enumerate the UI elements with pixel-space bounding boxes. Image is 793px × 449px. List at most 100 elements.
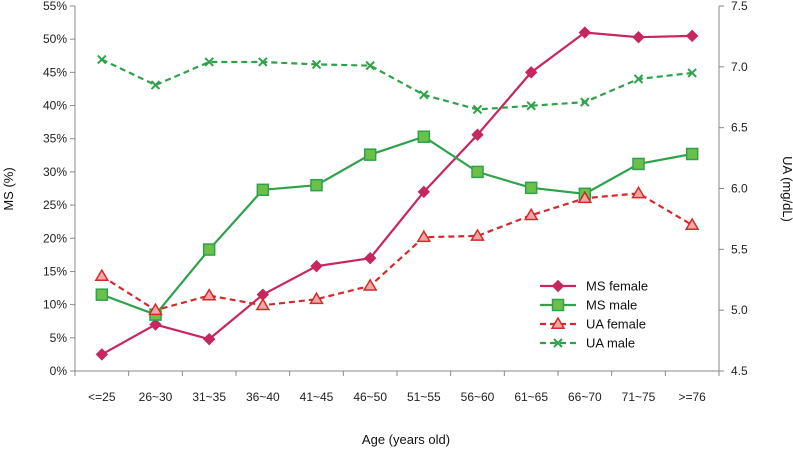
y-left-tick-label: 10% (43, 298, 67, 312)
x-tick-label: 66~70 (568, 390, 602, 404)
y-left-tick-label: 50% (43, 32, 67, 46)
data-point-ms-male (202, 243, 216, 256)
data-point-ms-male (524, 181, 538, 195)
data-point-ua-female (309, 291, 324, 305)
x-tick-label: 31~35 (192, 390, 226, 404)
y-right-tick-label: 6.0 (731, 182, 748, 196)
x-tick-label: 56~60 (461, 390, 495, 404)
y-left-tick-label: 40% (43, 99, 67, 113)
data-point-ms-female (578, 26, 592, 39)
axes: 0% 5% 10% 15% 20% 25% 30% 35% 40% 45% 50% 55% 4.5 5.0… (43, 0, 748, 404)
data-point-ms-female (363, 251, 377, 265)
data-point-ua-male (580, 97, 590, 107)
data-point-ms-male (632, 157, 645, 171)
data-point-ua-female (523, 207, 539, 221)
data-point-ms-female (685, 29, 699, 43)
y-left-tick-label: 20% (43, 231, 67, 245)
data-point-ms-male (363, 148, 377, 161)
data-point-ua-male (687, 68, 697, 78)
y-right-tick-label: 7.5 (731, 0, 748, 13)
legend-label-ua-female: UA female (586, 317, 646, 332)
data-point-ua-female (255, 297, 271, 311)
series-ua-female (94, 185, 700, 316)
x-tick-label: 41~45 (300, 390, 334, 404)
y-axis-right-title: UA (mg/dL) (780, 156, 793, 222)
data-point-ua-female (416, 229, 432, 243)
data-point-ms-male (417, 130, 431, 143)
data-point-ua-male (365, 60, 375, 71)
data-point-ms-female (471, 128, 484, 141)
series-line-ms-male (101, 135, 693, 316)
series-ua-male (97, 54, 697, 115)
x-tick-label: >=76 (678, 390, 706, 404)
data-point-ms-female (149, 318, 162, 331)
y-left-tick-label: 5% (50, 331, 68, 345)
series-line-ua-female (101, 192, 693, 312)
x-tick-label: 51~55 (407, 390, 441, 404)
legend-label-ms-male: MS male (586, 298, 637, 313)
y-left-tick-label: 15% (43, 264, 67, 278)
data-point-ua-male (150, 80, 161, 90)
legend-item-ua-male: UA male (540, 336, 635, 351)
y-right-tick-label: 7.0 (731, 60, 748, 74)
data-point-ua-male (472, 104, 483, 115)
data-point-ua-female (631, 185, 646, 199)
data-point-ms-male (471, 165, 484, 179)
data-point-ms-female (202, 332, 216, 346)
y-right-tick-label: 5.0 (731, 303, 748, 317)
y-left-tick-label: 30% (43, 165, 67, 179)
legend: MS female MS male UA female UA male (540, 279, 648, 351)
data-point-ua-female (362, 278, 378, 291)
legend-marker-ua-female (550, 316, 566, 329)
y-left-tick-label: 35% (43, 132, 67, 146)
data-point-ms-female (95, 348, 109, 361)
x-tick-label: 71~75 (622, 390, 656, 404)
data-point-ua-female (684, 217, 700, 230)
data-point-ms-female (310, 259, 323, 273)
legend-marker-ms-female (551, 279, 565, 293)
legend-marker-ms-male (551, 298, 565, 312)
legend-item-ua-female: UA female (540, 317, 646, 332)
data-point-ua-male (633, 74, 644, 84)
series-line-ua-male (101, 58, 693, 111)
y-left-tick-label: 55% (43, 0, 67, 13)
x-tick-label: 46~50 (353, 390, 387, 404)
legend-item-ms-female: MS female (540, 279, 648, 294)
data-point-ua-female (470, 228, 485, 241)
data-point-ua-male (258, 57, 268, 67)
x-tick-label: <=25 (88, 390, 116, 404)
data-point-ua-female (148, 302, 163, 316)
legend-label-ms-female: MS female (586, 279, 648, 294)
y-right-tick-label: 5.5 (731, 242, 748, 256)
x-tick-label: 36~40 (246, 390, 280, 404)
data-point-ms-male (310, 178, 323, 192)
y-left-tick-label: 0% (50, 364, 68, 378)
x-tick-label: 61~65 (514, 390, 548, 404)
series-layer (94, 26, 700, 361)
data-point-ms-female (632, 30, 645, 44)
data-point-ua-male (204, 57, 214, 67)
data-point-ms-male (95, 288, 109, 301)
data-point-ms-male (685, 147, 699, 161)
data-point-ua-male (97, 54, 107, 65)
data-point-ua-male (419, 90, 429, 100)
data-point-ms-female (417, 185, 431, 199)
y-axis-left-title: MS (%) (1, 167, 16, 210)
data-point-ua-female (577, 190, 593, 204)
x-tick-label: 26~30 (139, 390, 173, 404)
legend-item-ms-male: MS male (540, 298, 637, 313)
y-left-tick-label: 45% (43, 65, 67, 79)
y-left-tick-label: 25% (43, 198, 67, 212)
data-point-ms-male (256, 183, 270, 197)
y-right-tick-label: 4.5 (731, 364, 748, 378)
data-point-ua-male (311, 59, 322, 70)
data-point-ms-female (524, 66, 538, 79)
data-point-ua-female (94, 268, 110, 282)
series-line-ms-female (101, 31, 693, 356)
series-ms-female (95, 26, 699, 361)
x-axis-title: Age (years old) (362, 432, 450, 447)
y-right-tick-label: 6.5 (731, 121, 748, 135)
data-point-ua-female (201, 288, 217, 301)
legend-label-ua-male: UA male (586, 336, 635, 351)
